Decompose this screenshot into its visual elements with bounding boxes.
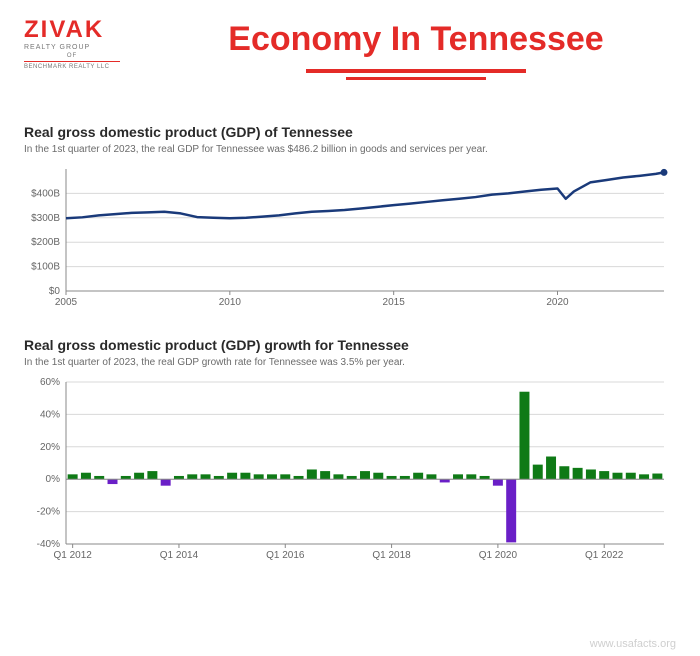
gdp-chart-title: Real gross domestic product (GDP) of Ten… — [24, 124, 676, 140]
svg-text:20%: 20% — [40, 442, 60, 453]
gdp-growth-bar-chart: -40% -20% 0% 20% 40% 60% Q1 2012 Q1 2014 Q1 2016… — [24, 376, 674, 566]
gdp-growth-title: Real gross domestic product (GDP) growth… — [24, 337, 676, 353]
svg-text:40%: 40% — [40, 409, 60, 420]
gdp-line-chart: $0 $100B $200B $300B $400B 2005 2010 2015 2020 — [24, 163, 674, 313]
logo-divider — [24, 61, 120, 62]
page-title: Economy In Tennessee — [156, 20, 676, 59]
footer-source: www.usafacts.org — [590, 638, 676, 650]
svg-text:Q1 2016: Q1 2016 — [266, 550, 305, 561]
gdp-growth-subtitle: In the 1st quarter of 2023, the real GDP… — [24, 357, 676, 368]
svg-text:Q1 2018: Q1 2018 — [372, 550, 411, 561]
svg-text:2020: 2020 — [546, 297, 569, 308]
svg-text:$100B: $100B — [31, 262, 60, 273]
logo: ZIVAK REALTY GROUP OF BENCHMARK REALTY L… — [24, 18, 120, 70]
svg-text:Q1 2020: Q1 2020 — [479, 550, 518, 561]
svg-text:$300B: $300B — [31, 213, 60, 224]
gdp-chart-subtitle: In the 1st quarter of 2023, the real GDP… — [24, 144, 676, 155]
title-block: Economy In Tennessee — [156, 20, 676, 80]
svg-text:2015: 2015 — [383, 297, 406, 308]
svg-text:$0: $0 — [49, 286, 61, 297]
logo-bottom: BENCHMARK REALTY LLC — [24, 64, 120, 70]
svg-text:Q1 2014: Q1 2014 — [160, 550, 199, 561]
svg-text:-40%: -40% — [37, 539, 60, 550]
svg-text:$200B: $200B — [31, 237, 60, 248]
title-underline — [306, 69, 526, 80]
svg-text:-20%: -20% — [37, 507, 60, 518]
svg-text:0%: 0% — [46, 474, 61, 485]
svg-text:Q1 2022: Q1 2022 — [585, 550, 624, 561]
gdp-chart-section: Real gross domestic product (GDP) of Ten… — [24, 124, 676, 313]
logo-of: OF — [24, 53, 120, 59]
gdp-growth-section: Real gross domestic product (GDP) growth… — [24, 337, 676, 566]
logo-subtitle: REALTY GROUP — [24, 44, 120, 51]
svg-text:2010: 2010 — [219, 297, 242, 308]
logo-brand: ZIVAK — [24, 18, 120, 42]
svg-text:Q1 2012: Q1 2012 — [53, 550, 92, 561]
svg-text:2005: 2005 — [55, 297, 78, 308]
svg-text:$400B: $400B — [31, 188, 60, 199]
svg-text:60%: 60% — [40, 377, 60, 388]
header: ZIVAK REALTY GROUP OF BENCHMARK REALTY L… — [24, 18, 676, 80]
